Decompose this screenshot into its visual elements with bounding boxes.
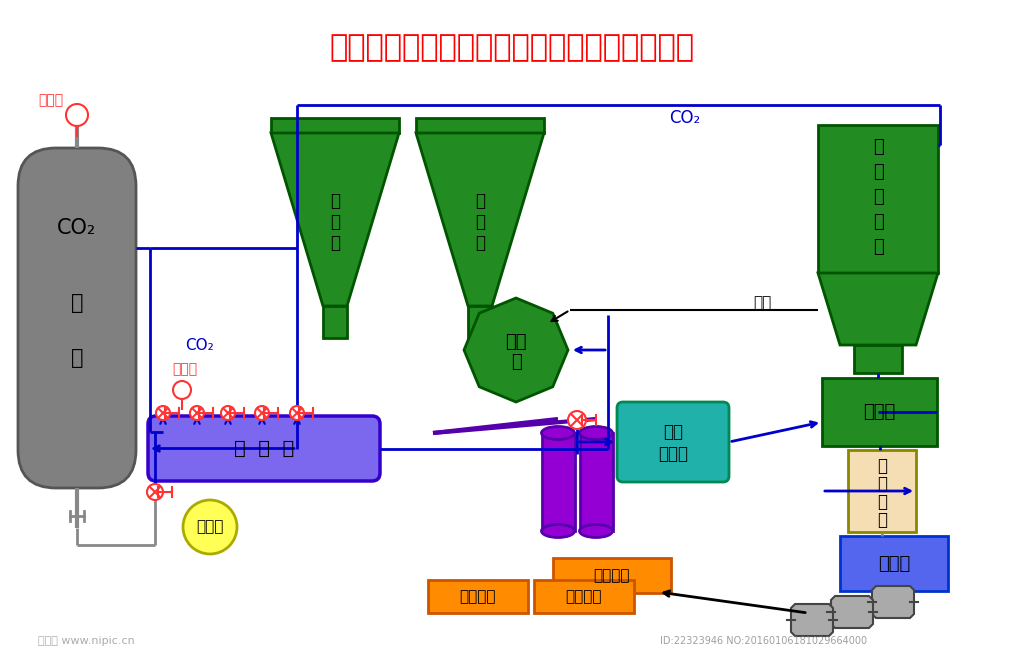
Circle shape [568, 411, 586, 429]
Text: 啤酒花颗粒加工过程二氧化碳保护系统示意图: 啤酒花颗粒加工过程二氧化碳保护系统示意图 [330, 33, 694, 62]
Polygon shape [416, 133, 544, 306]
Circle shape [183, 500, 237, 554]
Circle shape [156, 406, 170, 420]
Bar [468, 306, 492, 338]
Text: 减压阀: 减压阀 [197, 519, 223, 534]
Polygon shape [464, 298, 568, 402]
Circle shape [255, 406, 269, 420]
Circle shape [190, 406, 204, 420]
Text: 粒: 粒 [872, 163, 884, 181]
Circle shape [173, 381, 191, 399]
Text: 料: 料 [877, 475, 887, 493]
Text: 颗: 颗 [872, 138, 884, 156]
Ellipse shape [542, 426, 574, 439]
Text: ID:22323946 NO:20160106181029664000: ID:22323946 NO:20160106181029664000 [660, 636, 867, 646]
Polygon shape [872, 586, 914, 618]
Ellipse shape [580, 426, 612, 439]
Text: CO₂: CO₂ [57, 218, 96, 238]
Text: CO₂: CO₂ [185, 337, 214, 352]
Text: 装: 装 [877, 493, 887, 511]
Bar [428, 580, 528, 613]
Text: 颗粒酒花: 颗粒酒花 [460, 589, 497, 604]
Text: 罐: 罐 [872, 238, 884, 256]
Circle shape [290, 406, 304, 420]
Text: 气体: 气体 [663, 423, 683, 441]
Bar [848, 450, 916, 532]
Text: 机: 机 [511, 353, 521, 371]
Text: 打包机: 打包机 [878, 555, 910, 572]
Ellipse shape [542, 525, 574, 538]
Text: 混合器: 混合器 [658, 445, 688, 463]
Text: 计量箱: 计量箱 [863, 403, 896, 421]
FancyBboxPatch shape [148, 416, 380, 481]
Bar [534, 580, 634, 613]
Bar [822, 378, 937, 446]
Bar [818, 125, 938, 273]
Text: 储: 储 [71, 293, 83, 313]
FancyBboxPatch shape [18, 148, 136, 488]
Text: 均
质
罐: 均 质 罐 [475, 192, 485, 252]
Text: CO₂: CO₂ [670, 109, 700, 127]
Ellipse shape [580, 525, 612, 538]
FancyBboxPatch shape [617, 402, 729, 482]
Text: 酒花: 酒花 [753, 296, 771, 311]
Text: 颗粒酒花: 颗粒酒花 [594, 568, 630, 583]
Polygon shape [818, 273, 938, 345]
Polygon shape [831, 596, 873, 628]
Bar [271, 118, 399, 133]
Text: 均
质
罐: 均 质 罐 [330, 192, 340, 252]
Bar [542, 433, 574, 531]
Text: 颗粒酒花: 颗粒酒花 [565, 589, 602, 604]
Circle shape [66, 104, 88, 126]
Text: 压力表: 压力表 [39, 93, 63, 107]
Circle shape [147, 484, 163, 500]
Text: 罐: 罐 [71, 348, 83, 368]
Bar [840, 536, 948, 591]
Bar [580, 433, 612, 531]
Text: 造粒: 造粒 [505, 333, 526, 351]
Text: 袋: 袋 [877, 511, 887, 529]
Text: 储: 储 [872, 213, 884, 231]
Polygon shape [791, 604, 833, 636]
Text: 昵图网 www.nipic.cn: 昵图网 www.nipic.cn [38, 636, 135, 646]
Bar [854, 345, 902, 373]
Circle shape [221, 406, 234, 420]
Text: 下: 下 [877, 457, 887, 475]
Polygon shape [271, 133, 399, 306]
Bar [416, 118, 544, 133]
Text: 分  气  缸: 分 气 缸 [233, 439, 294, 458]
Bar [323, 306, 347, 338]
Text: 暂: 暂 [872, 188, 884, 206]
Text: 压力表: 压力表 [172, 362, 198, 376]
Bar [553, 558, 671, 593]
